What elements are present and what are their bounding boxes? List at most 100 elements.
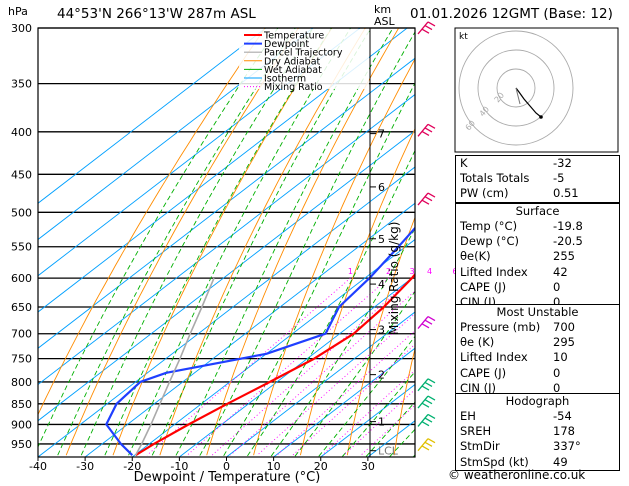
hodograph-ring <box>477 49 555 127</box>
index-row: PW (cm) 0.51 <box>456 186 619 201</box>
wind-barb-flag <box>424 417 433 423</box>
pressure-tick-label: 500 <box>11 206 32 219</box>
pressure-tick-label: 450 <box>11 168 32 181</box>
index-value: 295 <box>553 335 575 350</box>
isotherm <box>38 57 415 349</box>
wet-adiabat <box>150 28 372 457</box>
km-tick-label: 1 <box>378 416 385 429</box>
hodograph-unit: kt <box>459 32 468 42</box>
isotherm <box>84 202 415 457</box>
wind-barb-flag <box>421 130 430 137</box>
pressure-axis: 300 350 400 450 500 550 600 650 700 750 800 850 900 9… <box>11 22 32 451</box>
legend-label: Temperature <box>263 31 324 42</box>
pressure-tick-label: 900 <box>11 418 32 431</box>
wind-barb-flag <box>424 441 433 447</box>
wet-adiabat <box>80 28 314 457</box>
mixing-ratio-line <box>211 277 413 456</box>
mixing-ratio-label: 4 <box>427 267 432 276</box>
wind-barb <box>417 413 436 427</box>
wind-barb <box>417 378 436 392</box>
wet-adiabat <box>198 31 415 457</box>
isotherm <box>179 275 415 457</box>
wet-adiabat <box>293 290 415 457</box>
unstable-table: Pressure (mb) 700 θe (K) 295 Lifted Index 10 C… <box>456 320 619 396</box>
x-tick-label: 20 <box>314 460 328 473</box>
hodograph-end-marker <box>539 115 543 119</box>
wind-barb-flag <box>427 21 436 27</box>
dry-adiabat <box>393 346 415 456</box>
wet-adiabat <box>317 335 415 457</box>
wet-adiabat <box>365 401 415 457</box>
legend-label: Dewpoint <box>264 39 309 50</box>
pressure-tick-label: 700 <box>11 328 32 341</box>
x-tick-label: -10 <box>170 460 188 473</box>
index-row: Lifted Index 42 <box>456 265 619 280</box>
indices-table: K -32 Totals Totals -5 PW (cm) 0.51 <box>456 156 619 202</box>
wet-adiabat <box>103 28 332 457</box>
index-value: 0 <box>553 295 561 310</box>
legend-label: Wet Adiabat <box>264 65 322 76</box>
wind-barb-flag <box>427 315 436 322</box>
pressure-tick-label: 800 <box>11 376 32 389</box>
wet-adiabat <box>38 28 279 448</box>
hodograph-ring <box>458 30 574 146</box>
index-value: -19.8 <box>553 219 583 233</box>
km-tick-label: 7 <box>378 128 385 141</box>
wind-barb-flag <box>424 319 433 325</box>
surface-title: Surface <box>515 204 560 218</box>
wind-barb-flag <box>427 438 436 444</box>
index-row: Dewp (°C) -20.5 <box>456 234 619 249</box>
temperature-axis: -40 -30 -20 -10 0 10 20 30 <box>29 457 375 473</box>
km-tick-label: 2 <box>378 369 385 382</box>
isotherm <box>38 28 408 313</box>
isotherm <box>320 383 415 457</box>
profile-lines <box>105 226 415 457</box>
km-label: km <box>374 3 391 16</box>
wind-barb-flag <box>421 323 430 329</box>
isotherm <box>226 311 415 457</box>
temperature-line <box>135 272 415 457</box>
legend-label: Mixing Ratio <box>264 82 323 93</box>
index-label: CIN (J) <box>460 380 497 395</box>
pressure-tick-label: 750 <box>11 353 32 366</box>
wet-adiabat <box>341 371 415 457</box>
index-value: 49 <box>553 454 568 469</box>
index-value: -20.5 <box>553 234 583 249</box>
wind-barb-shaft <box>417 316 429 329</box>
pressure-tick-label: 850 <box>11 398 32 411</box>
surface-box: Surface Temp (°C) -19.8 Dewp (°C) -20.5 θe(K… <box>455 203 620 312</box>
index-label: θe(K) <box>460 249 491 264</box>
wind-barb <box>417 192 436 206</box>
pressure-tick-label: 550 <box>11 241 32 254</box>
mixing-ratio-line <box>146 277 351 456</box>
x-tick-label: -30 <box>76 460 94 473</box>
legend-label: Isotherm <box>264 74 306 85</box>
isobar-lines <box>38 27 415 445</box>
pressure-tick-label: 600 <box>11 272 32 285</box>
wind-barb-shaft <box>417 395 429 409</box>
wet-adiabat <box>269 227 415 457</box>
index-value: 337° <box>553 439 581 454</box>
index-value: 0.51 <box>553 186 579 201</box>
index-value: 178 <box>553 424 575 439</box>
wind-barb-shaft <box>417 123 429 137</box>
index-row: θe (K) 295 <box>456 335 619 350</box>
hodograph-ring <box>496 68 536 108</box>
legend-label: Parcel Trajectory <box>264 48 343 59</box>
index-row: Totals Totals -5 <box>456 171 619 186</box>
index-label: StmDir <box>460 439 500 454</box>
km-axis: 7 6 5 4 3 2 1 LCL <box>369 28 399 458</box>
index-row: SREH 178 <box>456 424 619 439</box>
wet-adiabat <box>127 28 351 457</box>
credit-text: © weatheronline.co.uk <box>448 468 586 482</box>
wind-barb <box>417 438 436 452</box>
index-label: SREH <box>460 424 492 439</box>
wind-barb-flag <box>421 385 430 391</box>
wind-barb-flag <box>427 123 436 129</box>
x-tick-label: 30 <box>361 460 375 473</box>
legend-label: Dry Adiabat <box>264 56 321 67</box>
index-row: CAPE (J) 0 <box>456 366 619 381</box>
index-label: θe (K) <box>460 335 495 350</box>
